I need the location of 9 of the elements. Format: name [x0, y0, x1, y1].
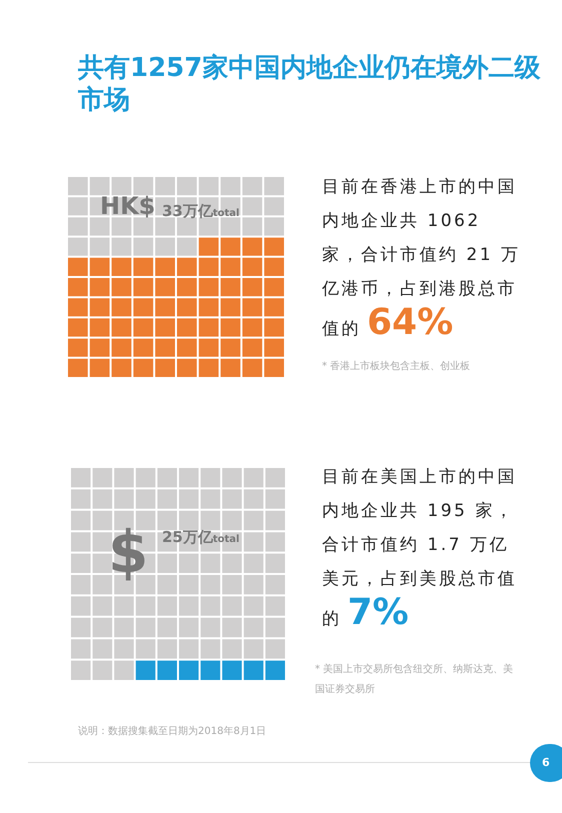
text: 说明：数据搜集截至日期为2018年8月1日 [78, 724, 268, 739]
text: * 香港上市板块包含主板、创业板 [322, 360, 472, 374]
text: 6 [530, 744, 562, 782]
text: HK$ [100, 192, 156, 220]
text: $ [108, 518, 148, 586]
data-label: 64% [367, 302, 454, 343]
text: 共有1257家中国内地企业仍在境外二级市场 [78, 52, 542, 116]
text: * 美国上市交易所包含纽交所、纳斯达克、美国证券交易所 [315, 662, 514, 697]
data-label: 7% [348, 592, 409, 633]
